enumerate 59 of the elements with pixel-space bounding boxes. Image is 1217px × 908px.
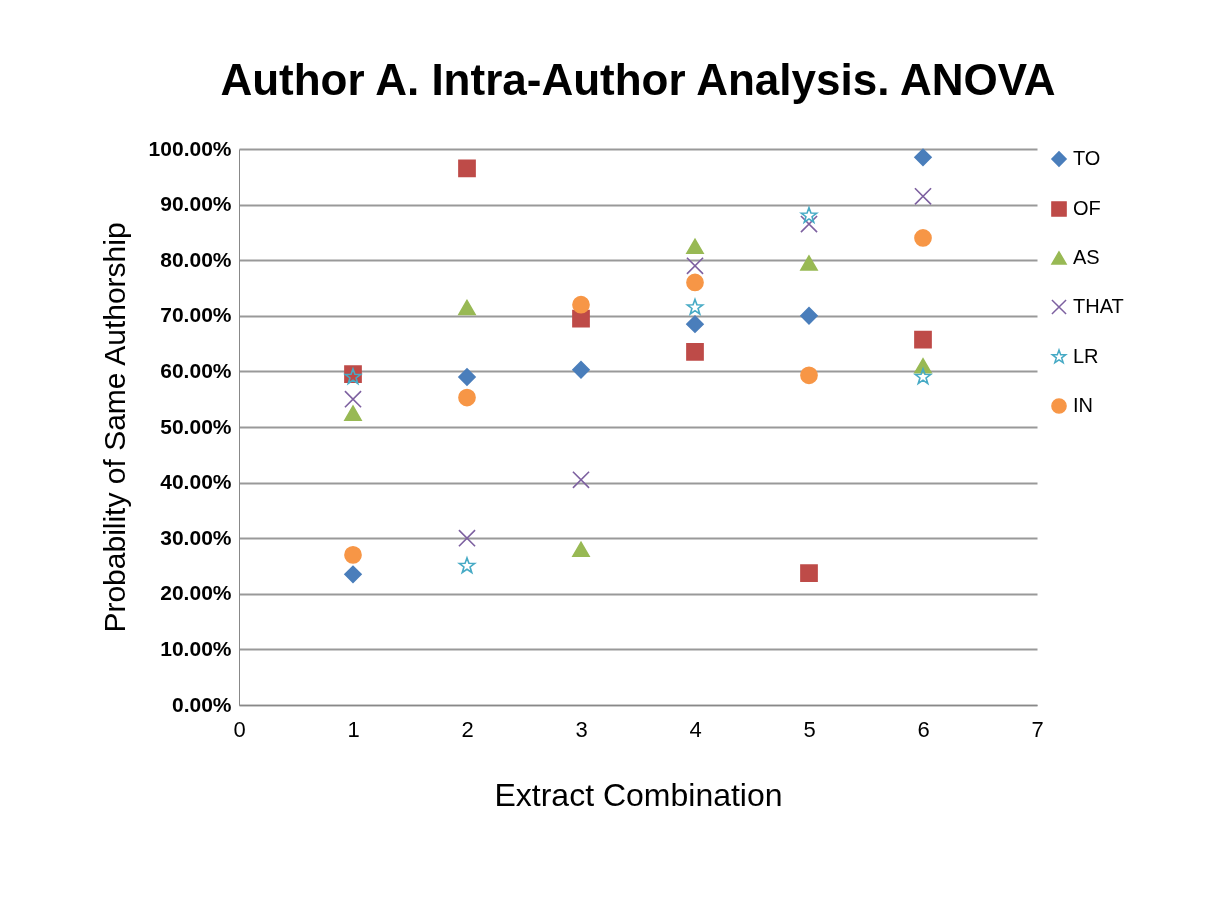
point xyxy=(686,343,704,361)
point xyxy=(686,298,704,315)
x-tick-label: 7 xyxy=(1031,716,1044,742)
y-tick-label: 70.00% xyxy=(160,303,232,327)
point xyxy=(344,405,362,421)
y-tick-label: 10.00% xyxy=(160,636,232,660)
x-tick-label: 1 xyxy=(347,716,360,742)
y-tick-label: 90.00% xyxy=(160,192,232,216)
point xyxy=(344,565,362,584)
y-tick-label: 20.00% xyxy=(160,581,232,605)
legend-label: LR xyxy=(1073,345,1099,367)
point xyxy=(914,330,932,349)
y-tick-label: 40.00% xyxy=(160,470,232,494)
y-tick-label: 100.00% xyxy=(148,136,232,160)
point xyxy=(914,187,932,206)
y-tick-label: 30.00% xyxy=(160,525,232,549)
y-tick-label: 0.00% xyxy=(171,692,232,716)
point xyxy=(458,529,476,548)
y-tick-label: 60.00% xyxy=(160,358,232,382)
point xyxy=(800,255,818,271)
point xyxy=(458,299,476,316)
point xyxy=(572,295,590,314)
x-tick-label: 0 xyxy=(233,716,246,742)
point xyxy=(914,368,932,385)
point xyxy=(344,546,362,564)
x-axis-title: Extract Combination xyxy=(494,776,783,813)
point xyxy=(914,148,932,167)
point xyxy=(914,229,932,247)
point xyxy=(800,306,818,325)
x-tick-label: 5 xyxy=(803,716,816,742)
legend-label: OF xyxy=(1073,197,1101,219)
point xyxy=(686,238,704,255)
y-axis-title: Probability of Same Authorship xyxy=(97,222,131,633)
point xyxy=(458,388,476,407)
point xyxy=(572,360,590,379)
legend-label: TO xyxy=(1073,147,1101,169)
point xyxy=(800,215,818,233)
point xyxy=(572,541,590,558)
point xyxy=(686,256,704,275)
point xyxy=(344,390,362,409)
point xyxy=(800,564,818,583)
x-tick-label: 3 xyxy=(575,716,588,742)
point xyxy=(800,366,818,385)
legend-label: IN xyxy=(1073,394,1093,416)
point xyxy=(800,206,818,224)
point xyxy=(458,557,476,574)
chart-title: Author A. Intra-Author Analysis. ANOVA xyxy=(220,55,1056,104)
legend-label: THAT xyxy=(1073,295,1124,317)
y-tick-label: 50.00% xyxy=(160,414,232,438)
x-tick-label: 2 xyxy=(461,716,474,742)
point xyxy=(458,368,476,386)
point xyxy=(572,470,590,489)
x-tick-label: 4 xyxy=(689,716,702,742)
y-tick-label: 80.00% xyxy=(160,247,232,271)
point xyxy=(686,315,704,333)
legend-label: AS xyxy=(1073,246,1100,268)
point xyxy=(686,273,704,292)
x-tick-label: 6 xyxy=(917,716,930,742)
point xyxy=(458,159,476,178)
